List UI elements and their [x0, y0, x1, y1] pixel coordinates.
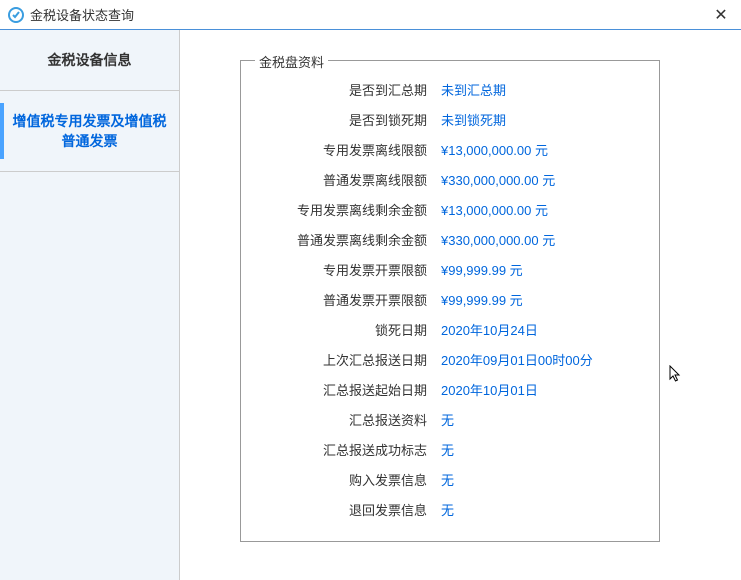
data-row: 专用发票开票限额 ¥99,999.99 元 [261, 259, 639, 279]
titlebar: 金税设备状态查询 ✕ [0, 0, 741, 30]
row-label: 汇总报送资料 [261, 410, 441, 429]
row-value: ¥99,999.99 元 [441, 290, 639, 309]
row-value: 2020年09月01日00时00分 [441, 350, 639, 369]
data-row: 锁死日期 2020年10月24日 [261, 319, 639, 339]
row-value: 无 [441, 500, 639, 519]
row-label: 退回发票信息 [261, 500, 441, 519]
content-area: 金税盘资料 是否到汇总期 未到汇总期 是否到锁死期 未到锁死期 专用发票离线限额… [180, 30, 741, 580]
data-row: 购入发票信息 无 [261, 469, 639, 489]
row-value: ¥330,000,000.00 元 [441, 170, 639, 189]
row-value: 无 [441, 440, 639, 459]
window-title: 金税设备状态查询 [30, 5, 134, 24]
app-icon [8, 7, 24, 23]
row-label: 锁死日期 [261, 320, 441, 339]
data-row: 汇总报送资料 无 [261, 409, 639, 429]
row-value: ¥99,999.99 元 [441, 260, 639, 279]
data-row: 退回发票信息 无 [261, 499, 639, 519]
sidebar: 金税设备信息 增值税专用发票及增值税普通发票 [0, 30, 180, 580]
row-value: 未到锁死期 [441, 110, 639, 129]
data-row: 专用发票离线剩余金额 ¥13,000,000.00 元 [261, 199, 639, 219]
fieldset-legend: 金税盘资料 [255, 52, 328, 71]
row-value: 2020年10月01日 [441, 380, 639, 399]
data-row: 汇总报送成功标志 无 [261, 439, 639, 459]
data-row: 上次汇总报送日期 2020年09月01日00时00分 [261, 349, 639, 369]
data-row: 汇总报送起始日期 2020年10月01日 [261, 379, 639, 399]
data-row: 普通发票离线限额 ¥330,000,000.00 元 [261, 169, 639, 189]
row-label: 汇总报送成功标志 [261, 440, 441, 459]
row-value: ¥13,000,000.00 元 [441, 200, 639, 219]
cursor-icon [669, 365, 683, 388]
row-label: 是否到锁死期 [261, 110, 441, 129]
tax-disk-fieldset: 金税盘资料 是否到汇总期 未到汇总期 是否到锁死期 未到锁死期 专用发票离线限额… [240, 60, 660, 542]
sidebar-item-device-info[interactable]: 金税设备信息 [0, 30, 179, 91]
row-value: 未到汇总期 [441, 80, 639, 99]
data-row: 普通发票离线剩余金额 ¥330,000,000.00 元 [261, 229, 639, 249]
row-label: 专用发票开票限额 [261, 260, 441, 279]
data-row: 是否到锁死期 未到锁死期 [261, 109, 639, 129]
row-value: ¥13,000,000.00 元 [441, 140, 639, 159]
row-label: 专用发票离线剩余金额 [261, 200, 441, 219]
sidebar-item-label: 金税设备信息 [48, 52, 132, 68]
close-icon[interactable]: ✕ [709, 5, 733, 25]
row-label: 专用发票离线限额 [261, 140, 441, 159]
row-value: 无 [441, 470, 639, 489]
data-row: 专用发票离线限额 ¥13,000,000.00 元 [261, 139, 639, 159]
data-row: 是否到汇总期 未到汇总期 [261, 79, 639, 99]
row-value: 2020年10月24日 [441, 320, 639, 339]
row-label: 上次汇总报送日期 [261, 350, 441, 369]
row-label: 汇总报送起始日期 [261, 380, 441, 399]
row-value: 无 [441, 410, 639, 429]
sidebar-item-invoice[interactable]: 增值税专用发票及增值税普通发票 [0, 91, 179, 172]
row-label: 普通发票离线限额 [261, 170, 441, 189]
sidebar-item-label: 增值税专用发票及增值税普通发票 [13, 113, 167, 149]
row-label: 普通发票开票限额 [261, 290, 441, 309]
row-label: 普通发票离线剩余金额 [261, 230, 441, 249]
row-label: 是否到汇总期 [261, 80, 441, 99]
row-label: 购入发票信息 [261, 470, 441, 489]
row-value: ¥330,000,000.00 元 [441, 230, 639, 249]
body: 金税设备信息 增值税专用发票及增值税普通发票 金税盘资料 是否到汇总期 未到汇总… [0, 30, 741, 580]
data-row: 普通发票开票限额 ¥99,999.99 元 [261, 289, 639, 309]
